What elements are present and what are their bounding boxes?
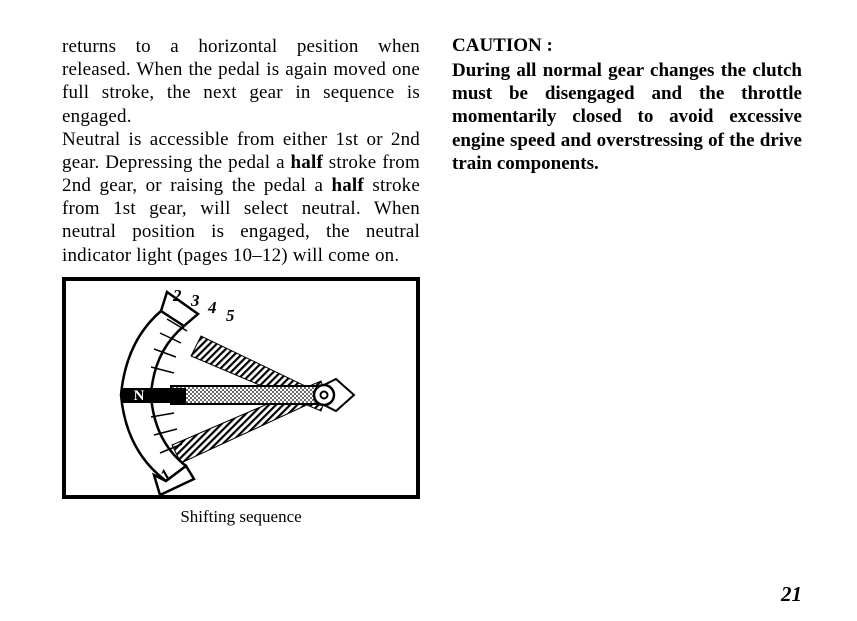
figure-caption: Shifting sequence [62, 507, 420, 527]
page-number: 21 [781, 582, 802, 607]
gear-label-3: 3 [190, 291, 200, 310]
left-column: returns to a horizontal pesition when re… [62, 35, 420, 527]
caution-heading: CAUTION : [452, 35, 802, 57]
neutral-band: N [121, 388, 186, 404]
shifting-sequence-diagram: N 2 3 4 [66, 281, 416, 495]
p1-text: returns to a horizontal pesition when re… [62, 36, 420, 127]
paragraph-2: Neutral is accessible from either 1st or… [62, 128, 420, 267]
neutral-label: N [134, 388, 145, 404]
gear-label-5: 5 [226, 306, 235, 325]
caution-text: During all normal gear changes the clutc… [452, 59, 802, 175]
gear-label-2: 2 [172, 286, 182, 305]
p2-half2: half [331, 175, 363, 196]
gear-label-4: 4 [207, 298, 217, 317]
figure-box: N 2 3 4 [62, 277, 420, 499]
paragraph-1: returns to a horizontal pesition when re… [62, 35, 420, 128]
right-column: CAUTION : During all normal gear changes… [452, 35, 802, 527]
p2-half1: half [291, 152, 323, 173]
